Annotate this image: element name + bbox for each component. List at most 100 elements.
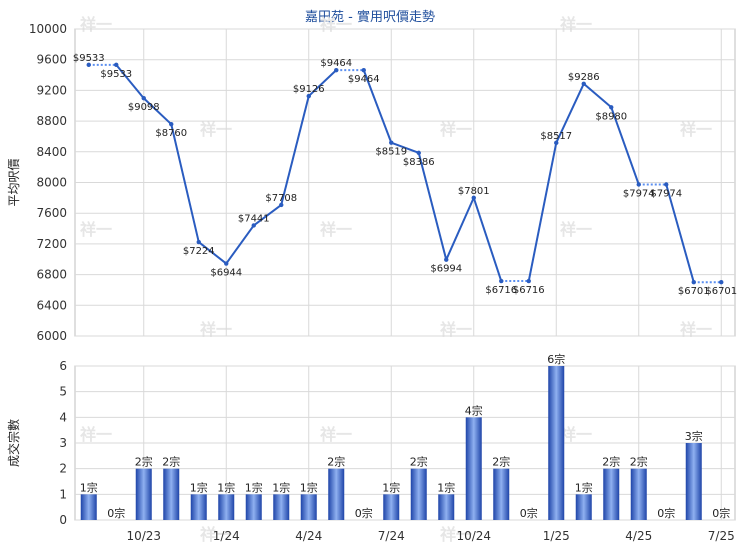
x-tick-label: 1/25 xyxy=(543,529,570,543)
price-data-label: $8519 xyxy=(375,147,407,158)
price-y-tick: 6400 xyxy=(36,298,67,312)
count-bar-label: 0宗 xyxy=(657,506,675,520)
price-data-label: $6701 xyxy=(678,286,710,297)
count-bar xyxy=(575,494,592,520)
price-data-label: $9533 xyxy=(100,69,132,80)
count-bar-label: 1宗 xyxy=(300,480,318,494)
count-bar-label: 2宗 xyxy=(630,455,648,469)
count-bar xyxy=(630,468,647,520)
price-data-label: $8980 xyxy=(595,111,627,122)
price-point xyxy=(306,93,311,99)
price-point xyxy=(251,223,256,228)
price-line-segment xyxy=(417,152,448,260)
price-data-label: $9464 xyxy=(320,58,352,69)
price-data-label: $6716 xyxy=(513,285,545,296)
count-bar-label: 1宗 xyxy=(190,480,208,494)
price-point xyxy=(361,67,366,73)
price-point xyxy=(471,195,476,200)
price-point xyxy=(279,202,284,208)
price-line-segment xyxy=(280,95,310,206)
x-tick-label: 7/24 xyxy=(378,529,405,543)
price-y-tick: 8800 xyxy=(36,114,67,128)
price-y-tick: 9600 xyxy=(36,53,67,67)
price-line-segment xyxy=(665,184,695,283)
count-bar-label: 0宗 xyxy=(712,506,730,520)
price-data-label: $9464 xyxy=(348,74,380,85)
price-line-segment xyxy=(115,64,145,99)
count-bar xyxy=(493,468,510,520)
price-point xyxy=(86,62,91,68)
price-y-tick: 7200 xyxy=(36,237,67,251)
price-y-tick: 6800 xyxy=(36,268,67,282)
watermark-text: 祥一 xyxy=(200,120,232,139)
watermark-text: 祥一 xyxy=(200,320,232,339)
price-point xyxy=(114,62,119,68)
watermark-text: 祥一 xyxy=(440,320,472,339)
count-bar xyxy=(273,494,290,520)
watermark-text: 祥一 xyxy=(560,15,592,34)
price-line-segment xyxy=(308,69,337,97)
watermark-text: 祥一 xyxy=(320,425,352,444)
count-y-tick: 3 xyxy=(59,436,67,450)
price-data-label: $7974 xyxy=(650,188,682,199)
price-point xyxy=(141,96,146,101)
price-y-axis-title: 平均呎價 xyxy=(7,158,21,206)
price-data-label: $7441 xyxy=(238,213,270,224)
count-bar xyxy=(80,494,97,520)
price-data-label: $8386 xyxy=(403,157,435,168)
count-bar-label: 1宗 xyxy=(80,480,98,494)
watermark-text: 祥一 xyxy=(80,220,112,239)
count-y-tick: 6 xyxy=(59,359,67,373)
count-bar-label: 2宗 xyxy=(410,455,428,469)
price-line-segment xyxy=(610,106,640,185)
price-data-label: $7224 xyxy=(183,246,215,257)
watermark-text: 祥一 xyxy=(80,425,112,444)
price-line-segment xyxy=(198,241,227,265)
price-point xyxy=(334,67,339,73)
price-point xyxy=(664,182,669,187)
count-bar xyxy=(438,494,455,520)
price-line-segment xyxy=(445,197,475,261)
count-bar-label: 0宗 xyxy=(107,506,125,520)
price-line-segment xyxy=(253,204,282,227)
price-y-tick: 7600 xyxy=(36,206,67,220)
price-line-segment xyxy=(225,224,255,265)
count-bar xyxy=(328,468,345,520)
count-bar-label: 1宗 xyxy=(245,480,263,494)
count-y-tick: 0 xyxy=(59,513,67,527)
watermark-text: 祥一 xyxy=(320,220,352,239)
price-point xyxy=(224,261,229,266)
x-tick-label: 4/25 xyxy=(625,529,652,543)
price-data-label: $9126 xyxy=(293,84,325,95)
count-y-tick: 4 xyxy=(59,410,67,424)
price-line-segment xyxy=(143,97,172,125)
watermark-text: 祥一 xyxy=(440,525,472,544)
x-tick-label: 10/23 xyxy=(126,529,161,543)
price-data-label: $6944 xyxy=(210,268,242,279)
count-bar xyxy=(218,494,235,520)
price-point xyxy=(719,279,724,285)
count-bar-label: 1宗 xyxy=(217,480,235,494)
count-bar-label: 1宗 xyxy=(437,480,455,494)
count-chart-grid: 0 1 2 3 4 5 6 xyxy=(59,359,736,527)
price-data-label: $6701 xyxy=(705,286,737,297)
price-data-label: $9098 xyxy=(128,102,160,113)
price-data-label: $6716 xyxy=(485,285,517,296)
count-bar-label: 1宗 xyxy=(575,480,593,494)
price-y-tick: 9200 xyxy=(36,83,67,97)
count-y-tick: 2 xyxy=(59,462,67,476)
count-bar-label: 2宗 xyxy=(135,455,153,469)
watermark-text: 祥一 xyxy=(560,220,592,239)
price-line-segment xyxy=(170,123,200,243)
price-line-segment xyxy=(362,69,393,144)
count-bar-label: 2宗 xyxy=(492,455,510,469)
price-data-label: $8517 xyxy=(540,131,572,142)
count-bar-label: 0宗 xyxy=(355,506,373,520)
watermark-text: 祥一 xyxy=(680,120,712,139)
count-bar xyxy=(548,366,565,520)
chart-title: 嘉田苑 - 實用呎價走勢 xyxy=(305,10,435,25)
count-bar xyxy=(465,417,482,520)
count-bar-label: 1宗 xyxy=(272,480,290,494)
count-bar-label: 6宗 xyxy=(547,352,565,366)
